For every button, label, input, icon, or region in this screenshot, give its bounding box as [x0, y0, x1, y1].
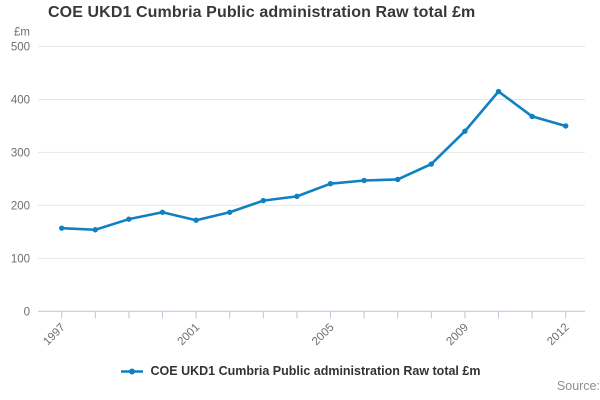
data-point [126, 216, 132, 222]
y-tick-label: 0 [24, 306, 30, 318]
legend-label: COE UKD1 Cumbria Public administration R… [150, 364, 481, 378]
data-point [428, 161, 434, 167]
y-tick-label: 500 [11, 42, 30, 54]
x-tick-label: 2005 [310, 321, 337, 348]
x-tick-label: 1997 [41, 321, 68, 348]
data-point [327, 180, 334, 187]
legend-item[interactable]: COE UKD1 Cumbria Public administration R… [120, 364, 481, 378]
page-title: COE UKD1 Cumbria Public administration R… [48, 4, 476, 21]
x-tick-label: 2001 [176, 321, 203, 348]
data-point [395, 176, 401, 183]
data-point [361, 177, 367, 184]
source-label: Source: [556, 379, 600, 393]
data-point [495, 88, 502, 95]
data-point [59, 225, 65, 231]
x-tick-label: 2012 [545, 321, 572, 348]
y-tick-label: 300 [11, 147, 30, 159]
y-tick-label: 100 [11, 253, 30, 265]
data-point [260, 197, 266, 204]
line-chart: 0 100 200 300 400 500 £m 1997 2001 2005 2009 2012 [11, 27, 585, 348]
legend-line-marker-icon [120, 367, 144, 376]
data-line [60, 90, 568, 232]
data-point [227, 209, 233, 215]
data-point [563, 123, 569, 129]
data-point [462, 128, 468, 134]
y-tick-label: 200 [11, 200, 30, 212]
y-axis-unit-label: £m [14, 27, 30, 39]
data-point [92, 227, 99, 233]
data-point [529, 113, 535, 120]
y-tick-label: 400 [11, 94, 30, 106]
data-point [294, 193, 300, 200]
data-point [193, 217, 199, 223]
data-point [159, 209, 166, 215]
x-tick-label: 2009 [444, 321, 471, 348]
legend: COE UKD1 Cumbria Public administration R… [0, 362, 600, 380]
